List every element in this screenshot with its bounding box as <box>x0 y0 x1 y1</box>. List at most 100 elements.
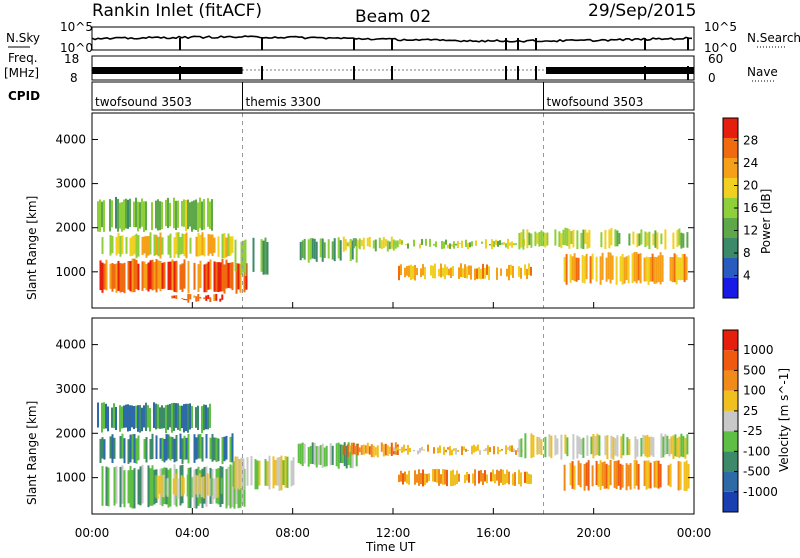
echo-streak <box>175 295 178 299</box>
echo-streak <box>438 268 440 277</box>
echo-streak <box>474 268 476 281</box>
echo-streak <box>583 256 586 284</box>
echo-streak <box>398 265 400 281</box>
echo-streak <box>643 460 646 486</box>
echo-streak <box>616 435 619 457</box>
echo-streak <box>225 435 228 460</box>
freq-panel: Freq. [MHz] 18 8 60 0 Nave <box>4 51 778 85</box>
echo-streak <box>588 229 591 248</box>
noise-tick-low-right: 10^0 <box>704 41 737 55</box>
echo-streak <box>374 447 377 456</box>
echo-streak <box>220 477 223 494</box>
echo-streak <box>466 266 468 279</box>
echo-streak <box>671 257 674 283</box>
echo-streak <box>605 463 608 489</box>
echo-streak <box>372 240 375 249</box>
echo-streak <box>198 473 201 495</box>
echo-streak <box>496 267 498 280</box>
echo-streak <box>153 234 156 256</box>
echo-streak <box>242 458 245 490</box>
echo-streak <box>374 239 377 252</box>
echo-streak <box>199 296 202 299</box>
colorbar-tick-label: 100 <box>743 384 766 398</box>
echo-streak <box>183 298 186 300</box>
echo-streak <box>682 435 685 458</box>
echo-streak <box>192 476 195 497</box>
echo-streak <box>133 235 136 255</box>
echo-streak <box>197 405 199 430</box>
echo-streak <box>133 468 136 509</box>
echo-streak <box>244 239 247 276</box>
echo-streak <box>232 461 235 487</box>
echo-streak <box>657 255 660 283</box>
echo-region-9 <box>518 227 689 250</box>
echo-streak <box>586 435 589 456</box>
echo-streak <box>131 434 134 460</box>
echo-streak <box>205 466 208 507</box>
echo-streak <box>181 233 184 254</box>
echo-streak <box>503 242 505 245</box>
echo-streak <box>351 240 354 260</box>
echo-streak <box>386 445 389 456</box>
time-axis: 00:00 04:00 08:00 12:00 16:00 20:00 00:00 <box>75 526 712 540</box>
echo-streak <box>384 239 387 247</box>
echo-streak <box>209 403 211 428</box>
echo-streak <box>260 239 263 272</box>
echo-streak <box>311 238 314 259</box>
echo-streak <box>109 436 112 459</box>
x-tick-label: 00:00 <box>677 526 712 540</box>
echo-streak <box>454 474 456 486</box>
echo-streak <box>262 240 265 275</box>
echo-streak <box>143 439 146 459</box>
echo-streak <box>520 267 522 279</box>
echo-streak <box>407 445 409 455</box>
echo-streak <box>609 459 612 486</box>
colorbar-swatch <box>723 138 738 158</box>
echo-streak <box>479 449 481 455</box>
echo-streak <box>201 232 204 256</box>
colorbar-swatch <box>723 431 738 452</box>
x-tick-label: 16:00 <box>476 526 511 540</box>
echo-streak <box>398 474 400 483</box>
echo-streak <box>501 242 503 245</box>
echo-streak <box>473 444 475 453</box>
power-y-axis: 1000 2000 3000 4000 <box>55 132 695 308</box>
echo-streak <box>137 435 140 461</box>
echo-streak <box>498 470 500 486</box>
echo-streak <box>686 434 689 455</box>
echo-streak <box>246 457 249 486</box>
echo-streak <box>636 233 639 248</box>
echo-streak <box>366 237 369 247</box>
echo-streak <box>149 468 152 506</box>
echo-streak <box>447 447 449 450</box>
echo-streak <box>143 405 145 428</box>
echo-streak <box>174 473 177 496</box>
echo-streak <box>101 402 103 433</box>
echo-streak <box>439 445 441 453</box>
echo-streak <box>528 473 530 485</box>
echo-streak <box>321 238 324 262</box>
y-tick-label: 4000 <box>55 132 86 146</box>
echo-streak <box>177 232 180 258</box>
echo-streak <box>145 402 147 431</box>
noise-trace <box>91 35 692 50</box>
echo-streak <box>139 405 141 433</box>
echo-streak <box>578 436 581 455</box>
echo-streak <box>664 229 667 250</box>
echo-streak <box>131 236 134 256</box>
echo-streak <box>436 468 438 483</box>
echo-streak <box>331 241 334 260</box>
echo-streak <box>414 470 416 485</box>
echo-streak <box>103 263 106 290</box>
echo-streak <box>670 436 673 455</box>
echo-streak <box>211 434 214 462</box>
echo-streak <box>348 445 351 452</box>
echo-streak <box>213 437 216 461</box>
echo-streak <box>672 232 675 249</box>
echo-streak <box>131 470 134 509</box>
echo-streak <box>229 436 232 463</box>
echo-streak <box>491 239 493 250</box>
echo-streak <box>655 257 658 284</box>
echo-streak <box>103 402 105 429</box>
echo-region-5 <box>299 237 358 263</box>
